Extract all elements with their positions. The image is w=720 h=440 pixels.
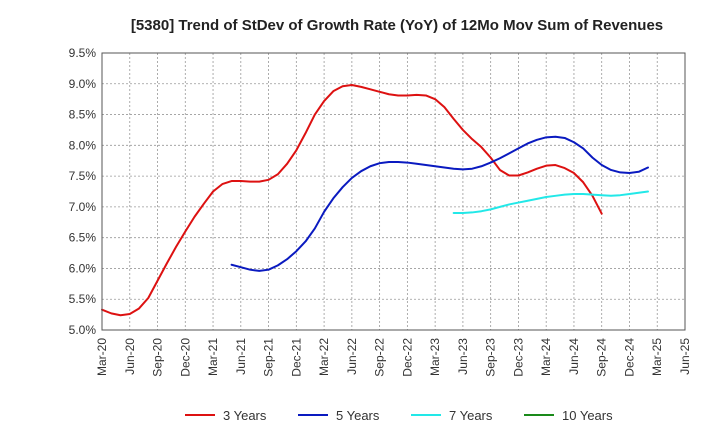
x-tick-label: Sep-22 <box>373 338 387 377</box>
y-tick-label: 8.5% <box>69 108 97 122</box>
chart-title: [5380] Trend of StDev of Growth Rate (Yo… <box>131 17 663 34</box>
x-tick-label: Mar-24 <box>539 338 553 376</box>
series-line-2 <box>230 135 649 272</box>
x-tick-label: Mar-23 <box>428 338 442 376</box>
legend-label: 3 Years <box>223 408 267 423</box>
x-tick-label: Jun-24 <box>567 338 581 375</box>
y-tick-label: 9.5% <box>69 46 97 60</box>
legend-item: 7 Years <box>411 408 493 423</box>
x-tick-label: Dec-23 <box>511 338 525 377</box>
x-tick-label: Sep-21 <box>262 338 276 377</box>
x-tick-label: Jun-23 <box>456 338 470 375</box>
series-line-3 <box>452 190 649 215</box>
x-tick-label: Jun-21 <box>234 338 248 375</box>
x-tick-label: Jun-20 <box>123 338 137 375</box>
y-tick-label: 6.0% <box>69 261 97 275</box>
x-tick-label: Mar-25 <box>650 338 664 376</box>
y-tick-label: 7.5% <box>69 169 97 183</box>
x-tick-label: Mar-21 <box>206 338 220 376</box>
x-tick-label: Sep-24 <box>595 338 609 377</box>
y-tick-label: 6.5% <box>69 231 97 245</box>
x-axis-ticks: Mar-20 Jun-20 Sep-20 Dec-20 Mar-21 Jun-21 Sep-… <box>95 338 692 377</box>
x-tick-label: Dec-21 <box>289 338 303 377</box>
x-tick-label: Dec-22 <box>400 338 414 377</box>
y-tick-label: 5.5% <box>69 292 97 306</box>
series-layer <box>101 84 649 317</box>
x-tick-label: Jun-25 <box>678 338 692 375</box>
x-tick-label: Dec-24 <box>622 338 636 377</box>
y-tick-label: 5.0% <box>69 323 97 337</box>
x-tick-label: Dec-20 <box>178 338 192 377</box>
legend-label: 10 Years <box>562 408 613 423</box>
x-tick-label: Jun-22 <box>345 338 359 375</box>
legend-item: 3 Years <box>185 408 267 423</box>
legend-label: 7 Years <box>449 408 493 423</box>
y-axis-ticks: 5.0% 5.5% 6.0% 6.5% 7.0% 7.5% 8.0% 8.5% 9.0% 9.5% <box>69 46 97 337</box>
x-tick-label: Sep-20 <box>151 338 165 377</box>
legend-item: 5 Years <box>298 408 380 423</box>
y-tick-label: 9.0% <box>69 77 97 91</box>
x-tick-label: Mar-22 <box>317 338 331 376</box>
legend: 3 Years 5 Years 7 Years 10 Years <box>185 408 613 423</box>
y-tick-label: 7.0% <box>69 200 97 214</box>
legend-item: 10 Years <box>524 408 613 423</box>
x-tick-label: Sep-23 <box>484 338 498 377</box>
y-tick-label: 8.0% <box>69 138 97 152</box>
series-line-1 <box>101 84 603 317</box>
legend-label: 5 Years <box>336 408 380 423</box>
x-tick-label: Mar-20 <box>95 338 109 376</box>
plot-frame <box>101 52 686 331</box>
